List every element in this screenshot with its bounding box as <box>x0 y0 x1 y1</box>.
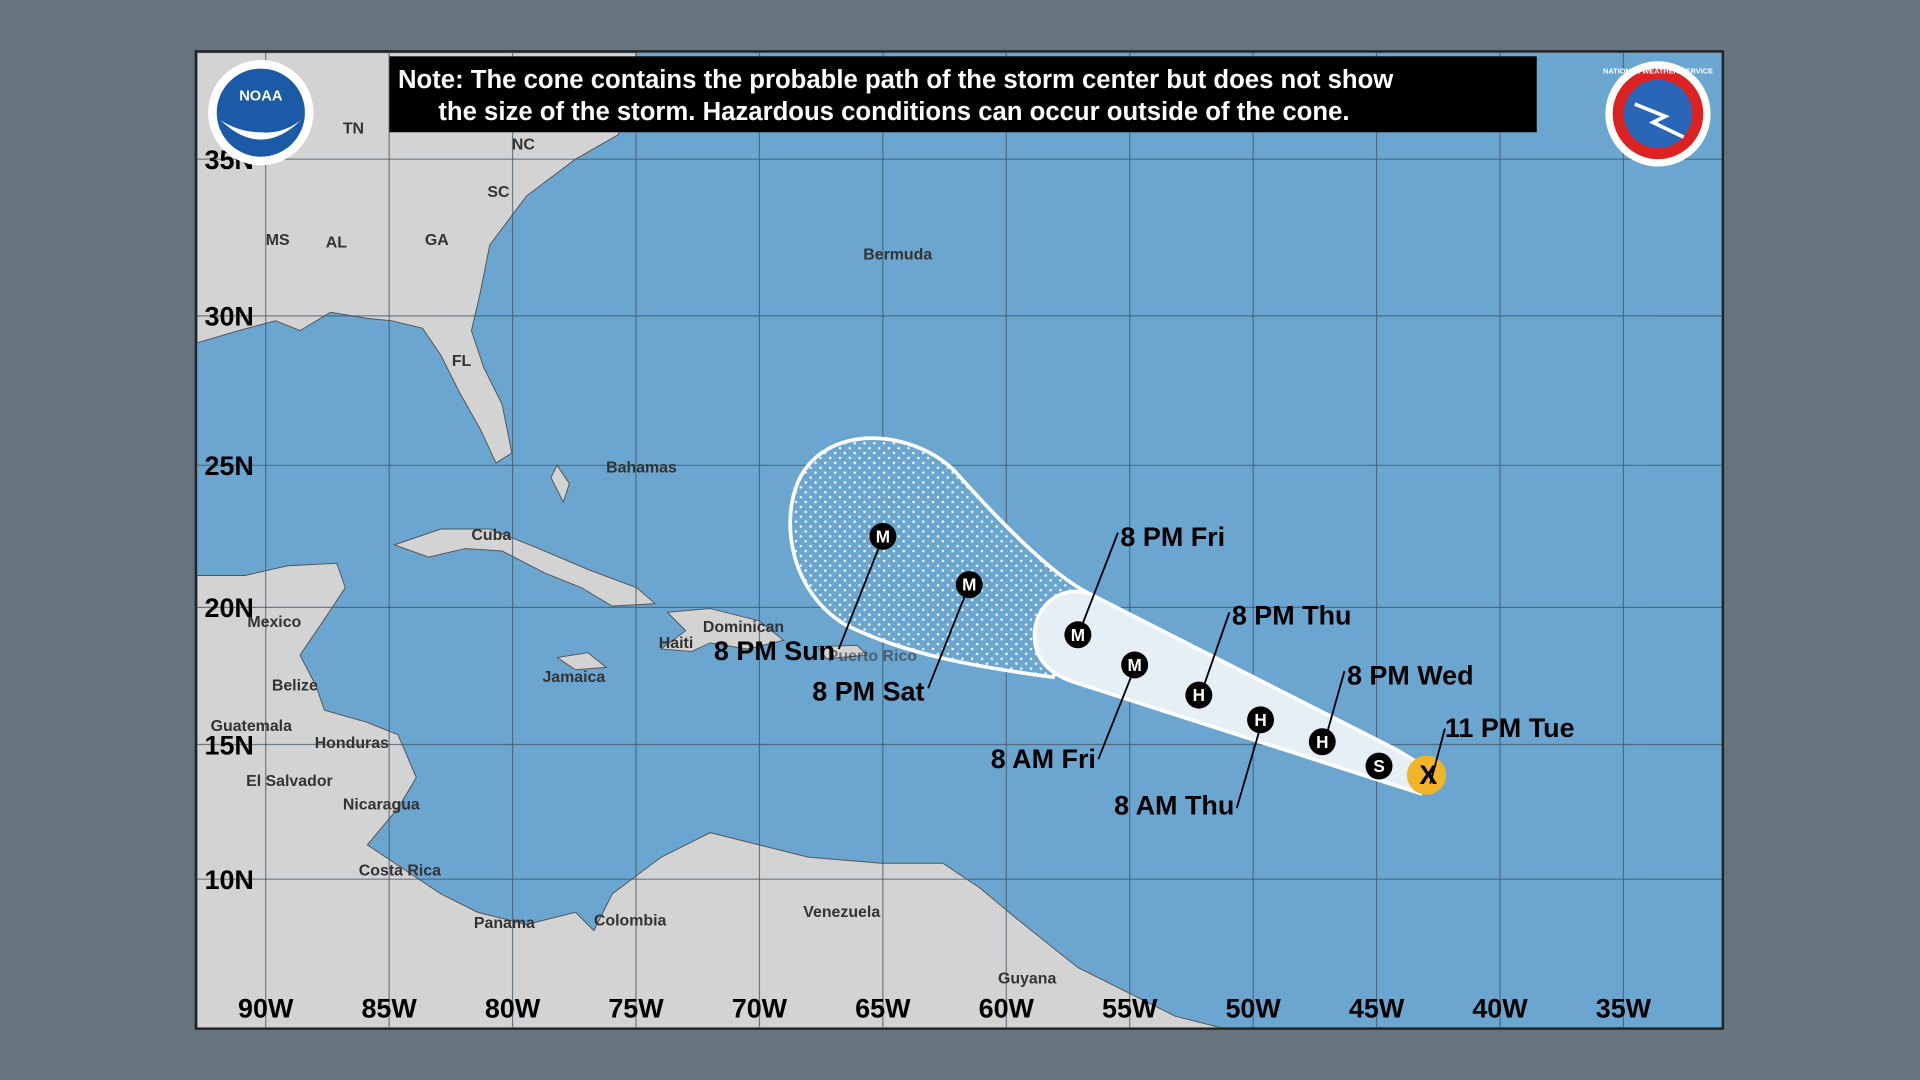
leader-line <box>1235 728 1261 809</box>
current-position-marker <box>1406 755 1447 795</box>
forecast-point-s <box>1365 752 1393 780</box>
longitude-label: 60W <box>979 994 1035 1024</box>
longitude-label: 70W <box>732 994 788 1024</box>
longitude-label: 65W <box>855 994 911 1024</box>
label-cuba: Cuba <box>471 527 511 544</box>
leader-line <box>1097 669 1135 760</box>
note-line-2: the size of the storm. Hazardous conditi… <box>438 98 1349 126</box>
intensity-letter: M <box>876 526 890 546</box>
leader-line <box>837 537 884 650</box>
intensity-letter: M <box>962 575 976 595</box>
longitude-label: 85W <box>361 994 417 1024</box>
forecast-time-label: 8 PM Fri <box>1120 522 1225 552</box>
forecast-time-label: 8 PM Thu <box>1232 600 1352 630</box>
label-el-salvador: El Salvador <box>246 773 333 790</box>
forecast-time-label: 8 PM Wed <box>1347 660 1474 690</box>
longitude-label: 50W <box>1225 994 1281 1024</box>
intensity-letter: H <box>1254 710 1266 730</box>
current-position-x: X <box>1419 760 1437 790</box>
intensity-letter: H <box>1193 685 1205 705</box>
latitude-label: 30N <box>204 302 253 332</box>
leader-line <box>927 586 970 689</box>
grid-lines <box>197 52 1722 1028</box>
label-fl: FL <box>452 353 472 370</box>
forecast-point-h <box>1308 728 1336 756</box>
label-al: AL <box>326 234 347 251</box>
forecast-point-m <box>869 522 897 550</box>
forecast-time-label: 8 PM Sat <box>812 676 924 706</box>
latitude-label: 10N <box>204 865 253 895</box>
latitude-label: 15N <box>204 730 253 760</box>
label-sc: SC <box>487 184 510 201</box>
forecast-point-h <box>1247 706 1275 734</box>
label-venezuela: Venezuela <box>803 904 880 921</box>
land <box>197 52 1222 1028</box>
nws-logo: NATIONAL WEATHER SERVICE <box>1603 61 1713 167</box>
longitude-label: 35W <box>1596 994 1652 1024</box>
note-line-1: Note: The cone contains the probable pat… <box>398 66 1394 94</box>
forecast-point-m <box>955 571 983 599</box>
label-nc: NC <box>512 136 535 153</box>
label-costa-rica: Costa Rica <box>359 863 441 880</box>
label-ga: GA <box>425 232 449 249</box>
leader-line <box>1429 728 1446 784</box>
label-haiti: Haiti <box>659 635 693 652</box>
intensity-letter: H <box>1316 732 1328 752</box>
forecast-point-m <box>1064 621 1092 649</box>
forecast-time-label: 8 PM Sun <box>714 636 835 666</box>
forecast-time-label: 8 AM Thu <box>1114 790 1234 820</box>
noaa-logo: NOAA <box>208 60 314 166</box>
label-tn: TN <box>343 120 364 137</box>
leader-line <box>1076 532 1119 638</box>
label-nicaragua: Nicaragua <box>343 796 420 813</box>
label-bahamas: Bahamas <box>606 460 677 477</box>
label-panama: Panama <box>474 915 535 932</box>
nws-logo-text: NATIONAL WEATHER SERVICE <box>1603 66 1713 75</box>
longitude-label: 75W <box>608 994 664 1024</box>
longitude-label: 80W <box>485 994 541 1024</box>
label-jamaica: Jamaica <box>542 669 605 686</box>
label-ms: MS <box>266 232 290 249</box>
label-guatemala: Guatemala <box>211 718 292 735</box>
label-puerto-rico: Puerto Rico <box>828 648 918 665</box>
latitude-label: 25N <box>204 451 253 481</box>
label-guyana: Guyana <box>998 970 1056 987</box>
label-colombia: Colombia <box>594 913 667 930</box>
forecast-track: 11 PM Tue X S 8 PM Wed H 8 AM Thu H 8 PM Thu H 8 … <box>714 522 1575 820</box>
longitude-label: 90W <box>238 994 294 1024</box>
intensity-letter: S <box>1373 756 1384 776</box>
longitude-label: 45W <box>1349 994 1405 1024</box>
label-belize: Belize <box>272 678 318 695</box>
forecast-point-h <box>1185 681 1213 709</box>
note-banner <box>389 56 1537 133</box>
longitude-label: 55W <box>1102 994 1158 1024</box>
label-mexico: Mexico <box>247 614 301 631</box>
label-bermuda: Bermuda <box>863 247 932 264</box>
label-honduras: Honduras <box>315 735 389 752</box>
intensity-letter: M <box>1071 625 1085 645</box>
latitude-label: 20N <box>204 593 253 623</box>
label-dominican: Dominican <box>703 619 784 636</box>
longitude-label: 40W <box>1472 994 1528 1024</box>
forecast-time-label: 11 PM Tue <box>1445 713 1575 743</box>
forecast-point-m <box>1121 651 1149 679</box>
noaa-logo-text: NOAA <box>239 88 283 104</box>
intensity-letter: M <box>1128 655 1142 675</box>
forecast-time-label: 8 AM Fri <box>991 744 1096 774</box>
